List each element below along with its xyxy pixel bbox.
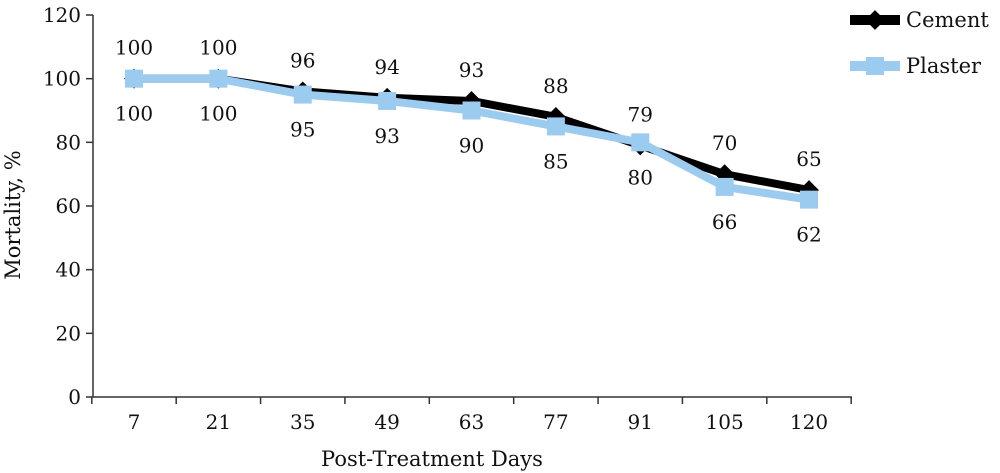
y-tick-label: 60 bbox=[56, 194, 81, 218]
legend-item-plaster: Plaster bbox=[850, 54, 982, 78]
x-tick-label: 35 bbox=[290, 410, 315, 434]
plaster-point bbox=[378, 91, 397, 110]
x-tick-label: 63 bbox=[459, 410, 484, 434]
cement-data-label: 96 bbox=[290, 48, 315, 72]
plaster-data-label: 95 bbox=[290, 118, 315, 142]
plaster-point bbox=[462, 101, 481, 120]
plaster-data-label: 80 bbox=[628, 165, 653, 189]
x-tick-label: 105 bbox=[706, 410, 744, 434]
legend-item-cement: Cement bbox=[850, 8, 989, 32]
legend: Cement Plaster bbox=[850, 8, 989, 78]
cement-data-label: 88 bbox=[543, 74, 568, 98]
y-axis-ticks: 0 20 40 60 80 100 120 bbox=[43, 3, 93, 409]
x-axis-ticks: 7 21 35 49 63 77 91 105 120 bbox=[91, 397, 852, 434]
x-tick-label: 77 bbox=[543, 410, 568, 434]
plaster-data-label: 85 bbox=[543, 149, 568, 173]
cement-data-label: 70 bbox=[712, 131, 737, 155]
legend-plaster-label: Plaster bbox=[906, 54, 982, 78]
cement-data-label: 93 bbox=[459, 58, 484, 82]
y-tick-label: 20 bbox=[56, 321, 81, 345]
plaster-point bbox=[293, 85, 312, 104]
x-tick-label: 7 bbox=[128, 410, 141, 434]
x-tick-label: 120 bbox=[790, 410, 828, 434]
plaster-data-label: 62 bbox=[796, 223, 821, 247]
plaster-point bbox=[209, 69, 228, 88]
y-tick-label: 120 bbox=[43, 3, 81, 27]
cement-data-label: 94 bbox=[374, 55, 399, 79]
plaster-data-label: 100 bbox=[199, 102, 237, 126]
plaster-data-label: 90 bbox=[459, 134, 484, 158]
plaster-data-label: 93 bbox=[374, 124, 399, 148]
plaster-point bbox=[631, 133, 650, 152]
x-tick-label: 21 bbox=[206, 410, 231, 434]
legend-cement-label: Cement bbox=[906, 8, 989, 32]
cement-data-label: 100 bbox=[199, 36, 237, 60]
y-tick-label: 80 bbox=[56, 130, 81, 154]
cement-data-label: 65 bbox=[796, 147, 821, 171]
y-axis-title: Mortality, % bbox=[1, 150, 25, 279]
legend-plaster-square-icon bbox=[866, 57, 884, 75]
cement-data-label: 79 bbox=[628, 103, 653, 127]
x-tick-label: 91 bbox=[628, 410, 653, 434]
y-tick-label: 40 bbox=[56, 258, 81, 282]
plaster-data-label: 100 bbox=[115, 102, 153, 126]
series-layer bbox=[124, 68, 819, 209]
plaster-point bbox=[125, 69, 143, 88]
plaster-point bbox=[546, 117, 565, 136]
y-tick-label: 0 bbox=[68, 385, 81, 409]
cement-data-label: 100 bbox=[115, 36, 153, 60]
x-axis-title: Post-Treatment Days bbox=[321, 447, 543, 471]
y-tick-label: 100 bbox=[43, 67, 81, 91]
legend-cement-diamond-icon bbox=[865, 10, 885, 30]
data-labels: 100 100 96 94 93 88 79 70 65 100 100 95 93 90 85 80 66 62 bbox=[115, 36, 822, 247]
plaster-data-label: 66 bbox=[712, 210, 737, 234]
plaster-point bbox=[715, 177, 734, 196]
x-tick-label: 49 bbox=[374, 410, 399, 434]
plaster-point bbox=[800, 190, 818, 209]
